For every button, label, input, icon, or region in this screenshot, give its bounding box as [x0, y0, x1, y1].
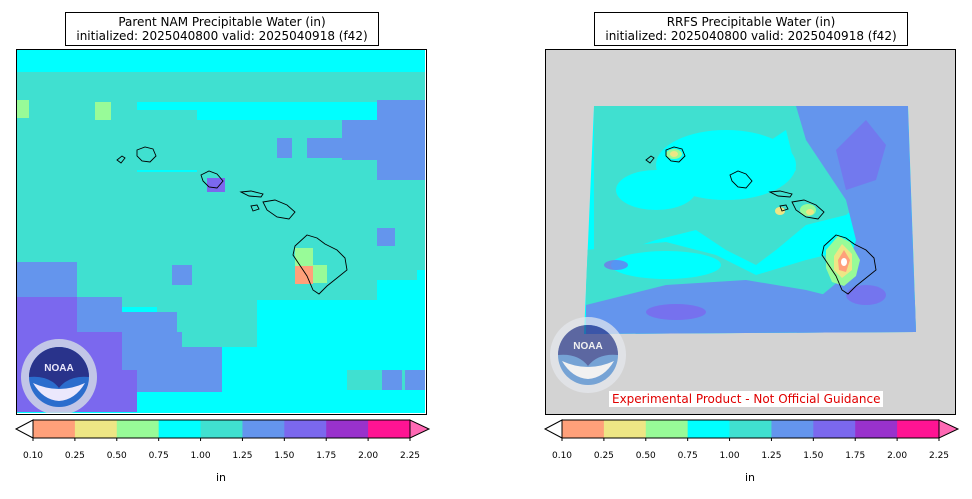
colorbar-segment [116, 420, 160, 438]
colorbar-under-extension [543, 419, 563, 439]
colorbar-segment [33, 420, 76, 438]
colorbar-segment [158, 420, 202, 438]
colorbar-tick-label: 0.10 [551, 451, 573, 461]
colorbar-tick-label: 0.10 [22, 451, 44, 461]
right-map: NOAA [545, 49, 956, 415]
colorbar-segment [687, 420, 731, 438]
colorbar-segment [855, 420, 898, 438]
colorbar-segment [368, 420, 411, 438]
colorbar-segment [242, 420, 285, 438]
left-map: NOAA [16, 49, 427, 415]
svg-text:NOAA: NOAA [573, 341, 602, 352]
colorbar-tick-label: 1.50 [803, 451, 824, 461]
colorbar-segment [200, 420, 243, 438]
colorbar-tick-label: 0.25 [64, 451, 85, 461]
colorbar-tick-label: 2.25 [399, 451, 421, 461]
colorbar-segment [771, 420, 814, 438]
right-panel-title: RRFS Precipitable Water (in) initialized… [594, 12, 908, 46]
colorbar-tick-label: 1.50 [274, 451, 295, 461]
svg-text:NOAA: NOAA [44, 363, 73, 374]
colorbar-tick-label: 1.25 [761, 451, 782, 461]
colorbar-outline [32, 419, 411, 439]
disclaimer-label: Experimental Product - Not Official Guid… [609, 391, 884, 407]
colorbar-tick-label: 0.75 [677, 451, 698, 461]
right-title-line1: RRFS Precipitable Water (in) [666, 15, 836, 29]
colorbar-tick-label: 0.25 [593, 451, 614, 461]
colorbar-tick-label: 1.75 [845, 451, 866, 461]
colorbar-segment [603, 420, 647, 438]
colorbar-segment [729, 420, 772, 438]
right-title-line2: initialized: 2025040800 valid: 202504091… [605, 29, 897, 43]
colorbar-segment [74, 420, 118, 438]
colorbar-segment [645, 420, 689, 438]
colorbar-segment [813, 420, 856, 438]
right-colorbar-unit: in [744, 471, 756, 484]
colorbar-over-extension [938, 419, 960, 439]
colorbar-segment [897, 420, 940, 438]
colorbar-tick-label: 2.00 [358, 451, 379, 461]
noaa-logo: NOAA [21, 339, 97, 413]
colorbar-tick-label: 2.00 [887, 451, 908, 461]
colorbar-segment [562, 420, 605, 438]
left-panel-title: Parent NAM Precipitable Water (in) initi… [65, 12, 379, 46]
colorbar-tick-label: 2.25 [928, 451, 950, 461]
colorbar-outline [561, 419, 940, 439]
left-title-line1: Parent NAM Precipitable Water (in) [118, 15, 326, 29]
right-colorbar [543, 419, 960, 441]
colorbar-under-extension [14, 419, 34, 439]
noaa-logo-right: NOAA [550, 317, 626, 393]
colorbar-tick-label: 1.75 [316, 451, 337, 461]
left-colorbar [14, 419, 431, 441]
colorbar-over-extension [409, 419, 431, 439]
left-colorbar-unit: in [215, 471, 227, 484]
colorbar-tick-label: 0.50 [106, 451, 127, 461]
colorbar-segment [326, 420, 369, 438]
colorbar-tick-label: 0.50 [635, 451, 656, 461]
left-title-line2: initialized: 2025040800 valid: 202504091… [76, 29, 368, 43]
colorbar-tick-label: 1.00 [719, 451, 740, 461]
colorbar-tick-label: 1.00 [190, 451, 211, 461]
colorbar-segment [284, 420, 327, 438]
colorbar-tick-label: 1.25 [232, 451, 253, 461]
colorbar-tick-label: 0.75 [148, 451, 169, 461]
